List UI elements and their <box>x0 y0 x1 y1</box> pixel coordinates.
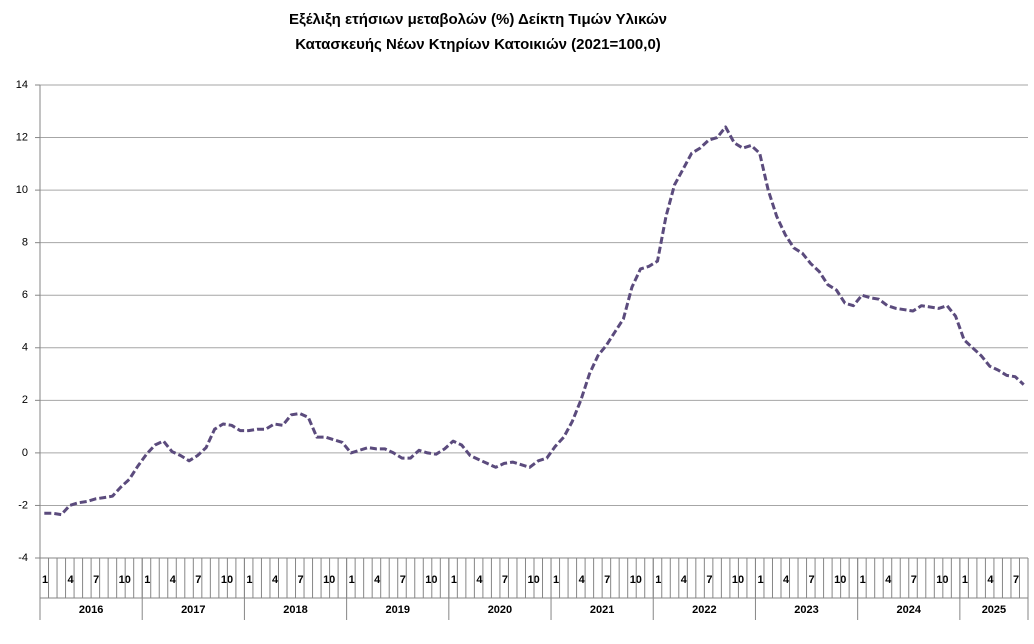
x-tick-label: 1 <box>757 574 763 586</box>
x-tick-label: 7 <box>93 574 99 586</box>
year-label: 2016 <box>79 604 103 616</box>
chart-title: Κατασκευής Νέων Κτηρίων Κατοικιών (2021=… <box>295 36 661 53</box>
x-tick-label: 7 <box>706 574 712 586</box>
x-tick-label: 1 <box>349 574 355 586</box>
y-tick-label: -2 <box>18 499 28 511</box>
x-tick-label: 1 <box>553 574 559 586</box>
x-tick-label: 7 <box>1013 574 1019 586</box>
y-tick-label: 4 <box>22 342 28 354</box>
x-tick-label: 1 <box>655 574 661 586</box>
x-tick-label: 4 <box>681 574 688 586</box>
x-tick-label: 1 <box>42 574 48 586</box>
y-tick-label: 8 <box>22 237 28 249</box>
year-label: 2020 <box>488 604 512 616</box>
y-tick-label: 0 <box>22 447 28 459</box>
x-tick-label: 1 <box>144 574 150 586</box>
x-tick-label: 7 <box>604 574 610 586</box>
year-label: 2024 <box>897 604 922 616</box>
x-tick-label: 7 <box>502 574 508 586</box>
year-label: 2019 <box>385 604 409 616</box>
x-tick-label: 7 <box>911 574 917 586</box>
x-tick-label: 1 <box>451 574 457 586</box>
y-tick-label: 6 <box>22 289 28 301</box>
year-label: 2022 <box>692 604 716 616</box>
year-label: 2021 <box>590 604 614 616</box>
x-tick-label: 4 <box>170 574 177 586</box>
x-tick-label: 4 <box>272 574 279 586</box>
x-tick-label: 4 <box>476 574 483 586</box>
x-tick-label: 4 <box>579 574 586 586</box>
x-tick-label: 7 <box>809 574 815 586</box>
x-tick-label: 4 <box>374 574 381 586</box>
year-label: 2025 <box>982 604 1006 616</box>
x-tick-label: 1 <box>246 574 252 586</box>
y-tick-label: 10 <box>16 184 28 196</box>
x-tick-label: 4 <box>783 574 790 586</box>
year-label: 2017 <box>181 604 205 616</box>
y-tick-label: 14 <box>16 79 28 91</box>
x-tick-label: 7 <box>298 574 304 586</box>
chart-title: Εξέλιξη ετήσιων μεταβολών (%) Δείκτη Τιμ… <box>289 11 667 28</box>
data-line <box>44 125 1025 517</box>
y-tick-label: -4 <box>18 552 28 564</box>
x-tick-label: 1 <box>962 574 968 586</box>
x-tick-label: 7 <box>400 574 406 586</box>
y-tick-label: 2 <box>22 394 28 406</box>
x-tick-label: 4 <box>987 574 994 586</box>
x-tick-label: 7 <box>195 574 201 586</box>
y-tick-label: 12 <box>16 131 28 143</box>
x-tick-label: 1 <box>860 574 866 586</box>
x-tick-label: 4 <box>885 574 892 586</box>
year-label: 2018 <box>283 604 307 616</box>
x-tick-label: 4 <box>68 574 75 586</box>
year-label: 2023 <box>794 604 818 616</box>
